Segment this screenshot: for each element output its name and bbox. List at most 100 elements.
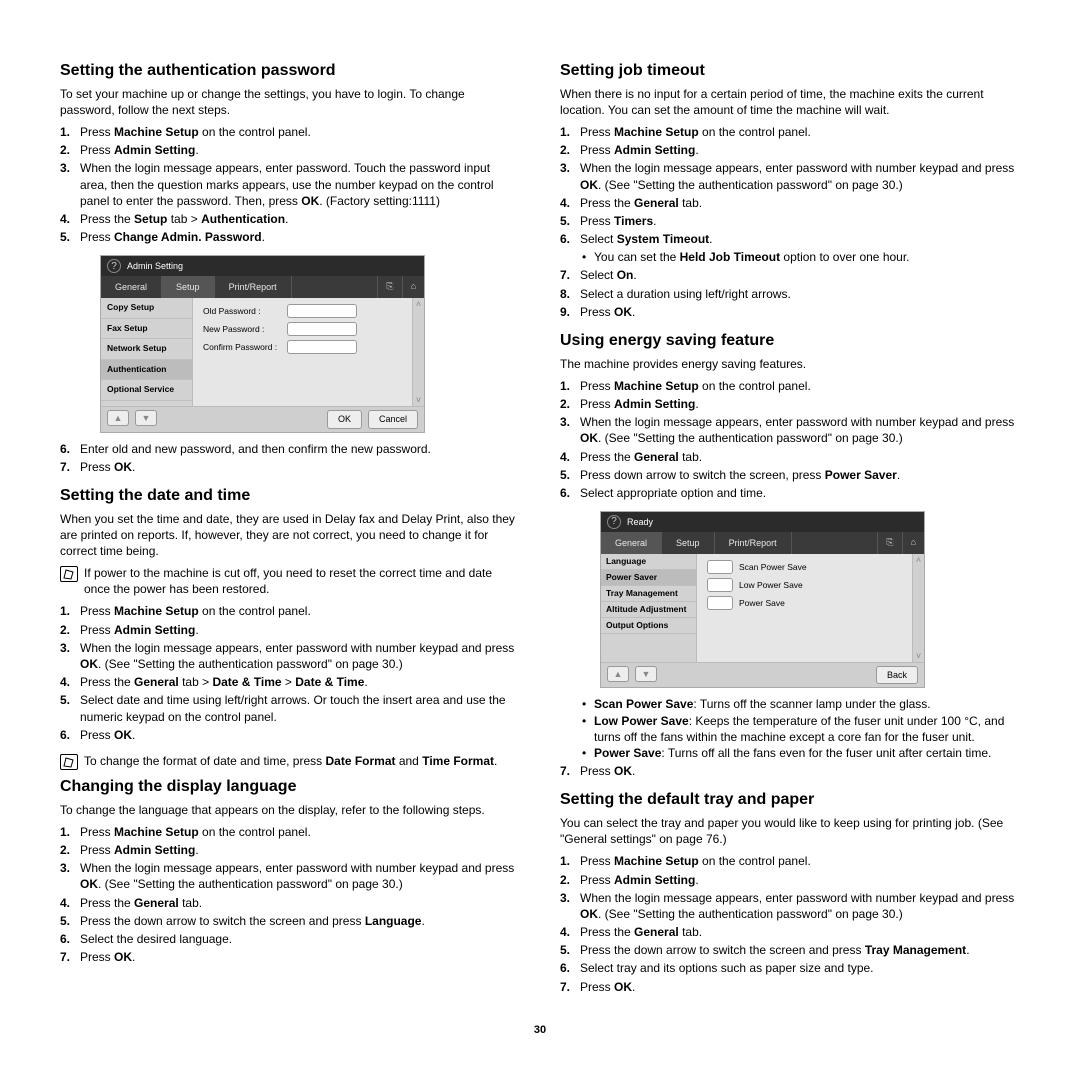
option-toggle (707, 560, 733, 574)
section-title: Changing the display language (60, 776, 520, 798)
power-saver-screenshot: ? Ready GeneralSetupPrint/Report ⎘⌂ Langu… (600, 511, 925, 688)
step-item: 7.Press OK. (560, 979, 1020, 995)
step-list: 1.Press Machine Setup on the control pan… (560, 378, 1020, 501)
step-item: 7.Select On. (560, 267, 1020, 283)
ss-main: Scan Power SaveLow Power SavePower Save (697, 554, 912, 662)
admin-setting-screenshot: ? Admin Setting GeneralSetupPrint/Report… (100, 255, 425, 432)
step-item: 9.Press OK. (560, 304, 1020, 320)
step-item: 6.Press OK. (60, 727, 520, 743)
step-item: 4.Press the General tab. (60, 895, 520, 911)
ss-side-item: Power Saver (601, 570, 696, 586)
note-text: If power to the machine is cut off, you … (84, 565, 520, 597)
bullet-item: Power Save: Turns off all the fans even … (580, 745, 1020, 761)
section-intro: To set your machine up or change the set… (60, 86, 520, 118)
ss-tab: Print/Report (215, 276, 292, 298)
step-item: 4.Press the General tab > Date & Time > … (60, 674, 520, 690)
step-item: 1.Press Machine Setup on the control pan… (60, 124, 520, 140)
step-item: 6.Select tray and its options such as pa… (560, 960, 1020, 976)
section-title: Setting the date and time (60, 485, 520, 507)
section-intro: When there is no input for a certain per… (560, 86, 1020, 118)
step-item: 3.When the login message appears, enter … (60, 160, 520, 209)
step-item: 2.Press Admin Setting. (60, 842, 520, 858)
field-label: New Password : (203, 324, 281, 335)
step-item: 1.Press Machine Setup on the control pan… (560, 124, 1020, 140)
export-icon: ⎘ (877, 532, 901, 554)
ss-side-item: Altitude Adjustment (601, 602, 696, 618)
ss-side-item: Optional Service (101, 380, 192, 400)
step-item: 4.Press the Setup tab > Authentication. (60, 211, 520, 227)
field-label: Old Password : (203, 306, 281, 317)
ss-tab: Setup (162, 276, 215, 298)
two-column-layout: Setting the authentication password To s… (60, 60, 1020, 1005)
ss-side-item: Network Setup (101, 339, 192, 359)
ss-side-item: Output Options (601, 618, 696, 634)
step-list: 7.Press OK. (560, 763, 1020, 779)
section-intro: To change the language that appears on t… (60, 802, 520, 818)
ss-body: LanguagePower SaverTray ManagementAltitu… (601, 554, 924, 662)
ss-tab: General (601, 532, 662, 554)
ss-tab: Print/Report (715, 532, 792, 554)
step-list: 1.Press Machine Setup on the control pan… (560, 124, 1020, 320)
step-item: 2.Press Admin Setting. (60, 142, 520, 158)
step-item: 1.Press Machine Setup on the control pan… (560, 378, 1020, 394)
step-item: 5.Press Change Admin. Password. (60, 229, 520, 245)
option-label: Scan Power Save (739, 562, 807, 573)
ss-footer: ▲ ▼ OK Cancel (101, 406, 424, 431)
step-list: 1.Press Machine Setup on the control pan… (560, 853, 1020, 995)
step-item: 5.Press Timers. (560, 213, 1020, 229)
step-item: 5.Press the down arrow to switch the scr… (60, 913, 520, 929)
ss-footer: ▲ ▼ Back (601, 662, 924, 687)
ss-title-text: Admin Setting (127, 260, 183, 272)
step-list: 1.Press Machine Setup on the control pan… (60, 603, 520, 743)
ss-titlebar: ? Ready (601, 512, 924, 532)
page-number: 30 (60, 1023, 1020, 1038)
step-item: 6.Enter old and new password, and then c… (60, 441, 520, 457)
ss-side-item: Fax Setup (101, 319, 192, 339)
note-icon (60, 754, 78, 770)
step-item: 6.Select appropriate option and time. (560, 485, 1020, 501)
section-title: Setting job timeout (560, 60, 1020, 82)
step-item: 7.Press OK. (60, 459, 520, 475)
note: To change the format of date and time, p… (60, 753, 520, 770)
step-item: 4.Press the General tab. (560, 924, 1020, 940)
step-item: 2.Press Admin Setting. (560, 396, 1020, 412)
bullet-item: Scan Power Save: Turns off the scanner l… (580, 696, 1020, 712)
step-item: 3.When the login message appears, enter … (60, 640, 520, 672)
down-arrow-icon: ▼ (635, 666, 657, 682)
right-column: Setting job timeout When there is no inp… (560, 60, 1020, 1005)
ss-tab: Setup (662, 532, 715, 554)
down-arrow-icon: ▼ (135, 410, 157, 426)
ok-button: OK (327, 410, 362, 428)
back-button: Back (876, 666, 918, 684)
step-item: 3.When the login message appears, enter … (560, 890, 1020, 922)
cancel-button: Cancel (368, 410, 418, 428)
home-icon: ⌂ (902, 532, 924, 554)
step-item: 1.Press Machine Setup on the control pan… (60, 824, 520, 840)
up-arrow-icon: ▲ (107, 410, 129, 426)
section-title: Setting the default tray and paper (560, 789, 1020, 811)
help-icon: ? (607, 515, 621, 529)
ss-main: Old Password :New Password :Confirm Pass… (193, 298, 412, 406)
option-toggle (707, 596, 733, 610)
left-column: Setting the authentication password To s… (60, 60, 520, 1005)
step-item: 2.Press Admin Setting. (560, 142, 1020, 158)
step-item: 1.Press Machine Setup on the control pan… (60, 603, 520, 619)
option-toggle (707, 578, 733, 592)
step-item: 1.Press Machine Setup on the control pan… (560, 853, 1020, 869)
step-item: 7.Press OK. (560, 763, 1020, 779)
section-title: Setting the authentication password (60, 60, 520, 82)
step-item: 6.Select the desired language. (60, 931, 520, 947)
ss-tab: General (101, 276, 162, 298)
step-list: 6.Enter old and new password, and then c… (60, 441, 520, 475)
step-item: 2.Press Admin Setting. (560, 872, 1020, 888)
ss-side-item: Tray Management (601, 586, 696, 602)
step-item: 7.Press OK. (60, 949, 520, 965)
ss-tab-row: GeneralSetupPrint/Report⎘⌂ (101, 276, 424, 298)
ss-title-text: Ready (627, 516, 653, 528)
bullet-list: Scan Power Save: Turns off the scanner l… (560, 696, 1020, 761)
step-item: 5.Select date and time using left/right … (60, 692, 520, 724)
step-item: 3.When the login message appears, enter … (560, 160, 1020, 192)
section-title: Using energy saving feature (560, 330, 1020, 352)
note-icon (60, 566, 78, 582)
section-intro: When you set the time and date, they are… (60, 511, 520, 560)
